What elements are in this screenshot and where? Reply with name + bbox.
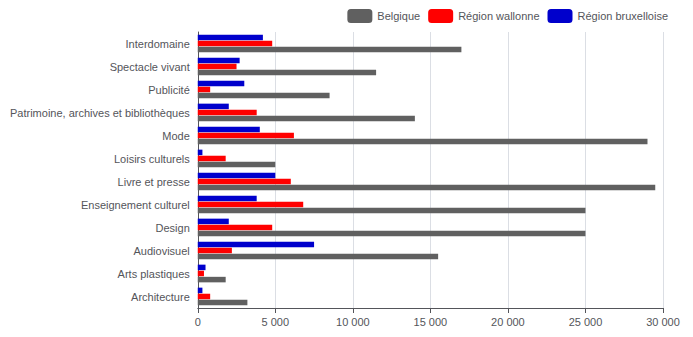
svg-text:0: 0 — [195, 316, 201, 328]
svg-text:Arts plastiques: Arts plastiques — [118, 268, 191, 280]
svg-text:Audiovisuel: Audiovisuel — [133, 245, 189, 257]
svg-text:Loisirs culturels: Loisirs culturels — [114, 153, 190, 165]
svg-text:Région bruxelloise: Région bruxelloise — [578, 10, 669, 22]
svg-text:20 000: 20 000 — [491, 316, 525, 328]
svg-text:Enseignement culturel: Enseignement culturel — [81, 199, 190, 211]
svg-text:Publicité: Publicité — [148, 84, 190, 96]
svg-text:Livre et presse: Livre et presse — [118, 176, 190, 188]
svg-text:Design: Design — [156, 222, 190, 234]
svg-text:25 000: 25 000 — [569, 316, 603, 328]
svg-text:Spectacle vivant: Spectacle vivant — [110, 61, 190, 73]
svg-text:Belgique: Belgique — [377, 10, 420, 22]
svg-text:Patrimoine, archives et biblio: Patrimoine, archives et bibliothèques — [10, 107, 190, 119]
svg-text:Région wallonne: Région wallonne — [458, 10, 539, 22]
svg-text:30 000: 30 000 — [646, 316, 680, 328]
svg-text:10 000: 10 000 — [336, 316, 370, 328]
svg-text:Architecture: Architecture — [131, 291, 190, 303]
svg-text:Interdomaine: Interdomaine — [126, 38, 190, 50]
svg-text:Mode: Mode — [162, 130, 190, 142]
svg-text:5 000: 5 000 — [262, 316, 290, 328]
svg-text:15 000: 15 000 — [414, 316, 448, 328]
